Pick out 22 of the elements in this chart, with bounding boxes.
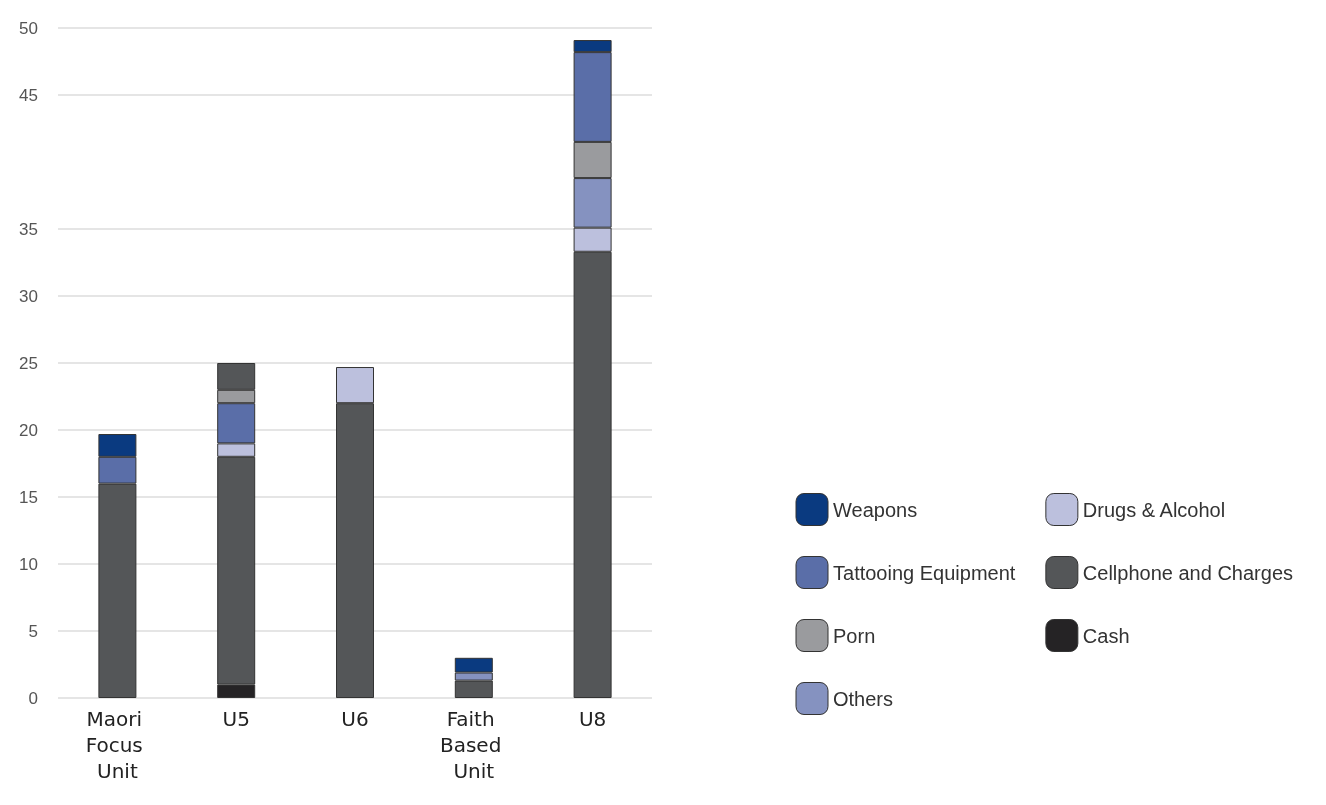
y-tick-label: 25 (19, 353, 38, 373)
x-tick-label: U5 (222, 707, 250, 731)
legend-label: Drugs & Alcohol (1082, 498, 1226, 521)
legend-label: Cellphone and Charges (1082, 561, 1294, 584)
x-tick-label: U8 (578, 707, 607, 731)
legend-label: Others (833, 687, 894, 710)
legend-label: Cash (1082, 624, 1130, 647)
y-tick-label: 5 (28, 621, 38, 641)
y-tick-label: 35 (19, 219, 38, 239)
y-tick-label: 50 (19, 18, 38, 38)
x-tick-label: U6 (341, 707, 369, 731)
legend-label: Tattooing Equipment (833, 561, 1016, 584)
legend-label: Weapons (833, 498, 918, 521)
y-tick-label: 30 (19, 286, 38, 306)
y-tick-label: 10 (19, 554, 38, 574)
y-tick-label: 15 (19, 487, 38, 507)
y-tick-label: 0 (28, 688, 38, 708)
y-tick-label: 45 (19, 85, 38, 105)
y-tick-label: 20 (19, 420, 38, 440)
x-tick-label: Maori Focus Unit (85, 707, 150, 783)
legend-label: Porn (833, 624, 876, 647)
x-tick-label: Faith Based Unit (439, 707, 508, 783)
